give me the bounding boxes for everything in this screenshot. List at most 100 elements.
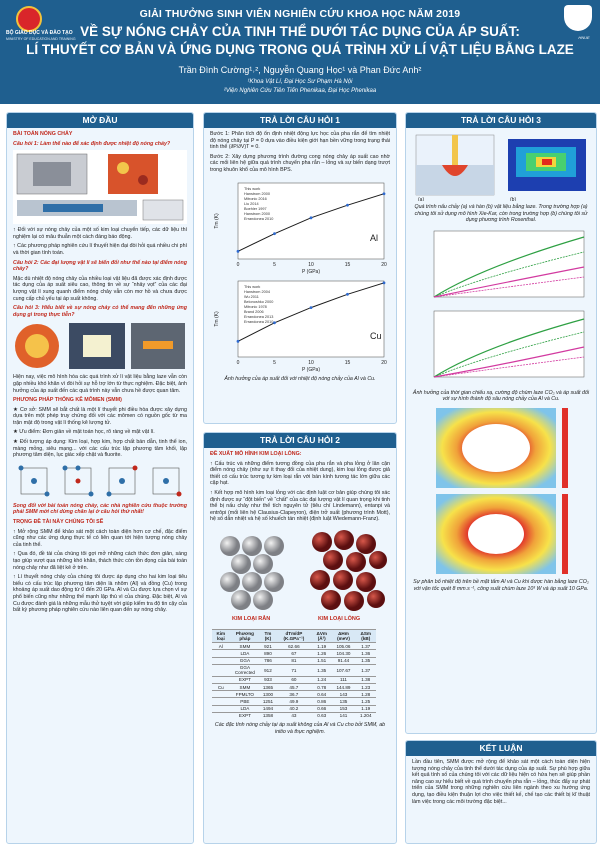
x-tick-label: 15 (345, 360, 351, 366)
table-cell (212, 711, 230, 719)
table-cell: 81 (275, 656, 313, 665)
affiliation-2: ²Viện Nghiên Cứu Tiên Tiến Phenikaa, Đại… (223, 88, 377, 94)
figure-melting-apparatus (13, 150, 187, 225)
paragraph: ↑ Các phương pháp nghiên cứu lí thuyết h… (13, 243, 188, 256)
temperature-maps-figure (436, 407, 568, 574)
table-cell (212, 704, 230, 713)
table-cell: 1.19 (355, 704, 376, 713)
table-cell: 1358 (260, 711, 276, 719)
table-cell: EXPT (229, 675, 261, 684)
table-cell (212, 649, 230, 657)
apparatus-figure (13, 150, 187, 225)
table-cell: 40.2 (275, 704, 313, 713)
svg-text:(a): (a) (418, 197, 424, 201)
x-tick-label: 10 (308, 360, 314, 366)
legend-entry: Boehler 1997 (244, 207, 267, 211)
plot-area (237, 280, 385, 357)
table-cell: 921 (260, 642, 276, 650)
legend-entry: Hanstrom 2000 (244, 212, 270, 216)
table-cell: 107.67 (331, 663, 356, 677)
legend-entry: Mitronic 1978 (244, 305, 267, 309)
table-cell: 62.66 (275, 642, 313, 650)
table-cell: 933 (260, 675, 276, 684)
table-cell: 1.24 (312, 675, 332, 684)
table-cell: 104.30 (331, 649, 356, 657)
table-cell: 1.26 (312, 649, 332, 657)
paragraph: ★ Đối tượng áp dụng: Kim loại, hợp kim, … (13, 439, 187, 459)
proposal-heading: ĐỀ XUẤT MÔ HÌNH KIM LOẠI LỎNG: (210, 451, 302, 457)
paragraph: ↑ Kết hợp mô hình kim loại lỏng với các … (210, 489, 390, 523)
table-header-cell: dTm/dP (K.GPa⁻¹) (275, 628, 313, 643)
table-cell: 1251 (260, 697, 276, 706)
data-point (309, 305, 313, 309)
table-row: FPMLTO 1300 36.7 0.64 143 1.28 (212, 690, 376, 698)
legend-entry: Hanstrom 2004 (244, 290, 270, 294)
conclusion-text: Lần đầu tiên, SMM được mở rộng để khảo s… (412, 759, 590, 805)
table-cell: 1.25 (355, 697, 376, 706)
table-cell: 0.78 (312, 683, 332, 691)
step-1: Bước 1: Phân tích độ ổn định nhiệt động … (210, 131, 390, 151)
table-cell: 144.89 (331, 683, 356, 691)
atom-models-figure (220, 529, 387, 611)
laser-processing-figure: (a) (b) (415, 134, 586, 203)
table-header-cell: ΔHm (meV) (331, 628, 356, 643)
hnue-caption: HNUE (578, 35, 590, 40)
table-row: Al SMM 921 62.66 1.19 105.06 1.37 (212, 642, 376, 650)
y-axis-label: Tm (K) (214, 311, 220, 327)
table-cell: 49.9 (275, 697, 313, 706)
legend-entry: Errandonea 2010 (244, 217, 273, 221)
x-axis-label: P (GPa) (302, 367, 320, 373)
figure-laser-processing: (a) (b) (412, 131, 590, 203)
table-header-cell: Phương pháp (229, 628, 261, 643)
table-cell: 1.19 (312, 642, 332, 650)
table-cell: 141 (331, 711, 356, 719)
table-cell: 135 (331, 697, 356, 706)
question-3: Câu hỏi 3: Hiểu biết về sự nóng chảy có … (13, 305, 187, 318)
x-tick-label: 5 (273, 360, 276, 366)
authors: Trần Đình Cường¹˒², Nguyễn Quang Học¹ và… (178, 65, 422, 75)
section-heading: TRẢ LỜI CÂU HỎI 3 (406, 113, 596, 128)
table-caption: Các đặc tính nóng chảy tại áp suất không… (214, 722, 386, 735)
figure-caption: Ảnh hưởng của thời gian chiếu xạ, cường … (412, 389, 590, 403)
data-point (382, 191, 386, 195)
table-header-cell: Tm (K) (260, 628, 276, 643)
table-header-row: Kim loại Phương pháp Tm (K) dTm/dP (K.GPa⁻¹… (212, 628, 376, 643)
data-point (346, 203, 349, 207)
paragraph: Hiện nay, việc mô hình hóa các quá trình… (13, 374, 187, 394)
table-cell: 36.7 (275, 690, 313, 698)
table-cell: SMM (229, 683, 261, 691)
melting-depth-chart (433, 230, 585, 378)
section-heading: TRẢ LỜI CÂU HỎI 1 (204, 113, 396, 128)
table-row: GGA Corrected 912 71 1.35 107.67 1.37 (212, 663, 376, 677)
table-cell: LDA (229, 704, 261, 713)
paragraph: ↑ Lí thuyết nóng chảy của chúng tôi được… (13, 574, 187, 614)
poster-title-line1: VỀ SỰ NÓNG CHẢY CỦA TINH THỂ DƯỚI TÁC DỤ… (80, 24, 520, 39)
legend-entry: Wu 2011 (244, 295, 259, 299)
data-point (273, 231, 276, 235)
figure-temperature-maps (412, 406, 590, 576)
legend-entry: Liu 2014 (244, 202, 259, 206)
figure-caption: Ảnh hưởng của áp suất đối với nhiệt độ n… (224, 375, 376, 382)
table-cell: 71 (275, 663, 313, 677)
data-point (273, 320, 276, 324)
legend-entry: Brand 2006 (244, 310, 264, 314)
table-row: EXPT 933 60 1.24 111 1.38 (212, 675, 376, 684)
table-row: PBE 1251 49.9 0.86 135 1.25 (212, 697, 376, 706)
table-cell: Cu (212, 683, 230, 691)
x-axis-label: P (GPa) (302, 269, 320, 275)
table-row: LDA 890 67 1.26 104.30 1.36 (212, 649, 376, 657)
figure-laser-applications (13, 321, 187, 371)
table-cell: 45.7 (275, 683, 313, 691)
table-cell: 1.28 (355, 690, 376, 698)
table-cell: FPMLTO (229, 690, 261, 698)
paragraph: ★ Ưu điểm: Đơn giản về mặt toán học, rõ … (13, 429, 155, 436)
liquid-metal-label: KIM LOẠI LỎNG (318, 615, 361, 622)
data-point (382, 281, 386, 284)
section-answer-2: TRẢ LỜI CÂU HỎI 2 ĐỀ XUẤT MÔ HÌNH KIM LO… (203, 432, 397, 844)
topic-heading: PHƯƠNG PHÁP THỐNG KÊ MÔMEN (SMM) (13, 397, 122, 404)
figure-melting-depth (412, 227, 590, 387)
table-cell: 0.64 (312, 690, 332, 698)
x-tick-label: 5 (273, 262, 276, 268)
y-axis-label: Tm (K) (214, 213, 220, 229)
data-point (309, 215, 313, 219)
